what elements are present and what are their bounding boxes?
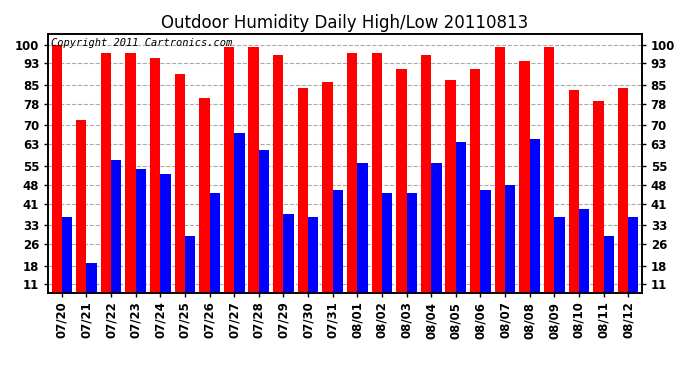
Bar [333, 190, 343, 314]
Bar [446, 80, 456, 314]
Bar [160, 174, 170, 314]
Bar [579, 209, 589, 314]
Bar [224, 47, 234, 314]
Bar [297, 88, 308, 314]
Bar [322, 82, 333, 314]
Bar [234, 134, 244, 314]
Bar [604, 236, 614, 314]
Bar [136, 168, 146, 314]
Bar [248, 47, 259, 314]
Bar [347, 53, 357, 314]
Bar [357, 163, 368, 314]
Bar [52, 45, 62, 314]
Bar [530, 139, 540, 314]
Bar [175, 74, 185, 314]
Bar [199, 99, 210, 314]
Bar [372, 53, 382, 314]
Bar [495, 47, 505, 314]
Bar [273, 56, 284, 314]
Text: Copyright 2011 Cartronics.com: Copyright 2011 Cartronics.com [51, 38, 233, 48]
Bar [470, 69, 480, 314]
Bar [480, 190, 491, 314]
Bar [569, 90, 579, 314]
Bar [150, 58, 160, 314]
Title: Outdoor Humidity Daily High/Low 20110813: Outdoor Humidity Daily High/Low 20110813 [161, 14, 529, 32]
Bar [554, 217, 564, 314]
Bar [396, 69, 406, 314]
Bar [618, 88, 628, 314]
Bar [520, 61, 530, 314]
Bar [86, 263, 97, 314]
Bar [593, 101, 604, 314]
Bar [210, 193, 220, 314]
Bar [101, 53, 111, 314]
Bar [76, 120, 86, 314]
Bar [62, 217, 72, 314]
Bar [505, 185, 515, 314]
Bar [382, 193, 393, 314]
Bar [185, 236, 195, 314]
Bar [421, 56, 431, 314]
Bar [431, 163, 442, 314]
Bar [284, 214, 294, 314]
Bar [126, 53, 136, 314]
Bar [259, 150, 269, 314]
Bar [406, 193, 417, 314]
Bar [628, 217, 638, 314]
Bar [456, 142, 466, 314]
Bar [111, 160, 121, 314]
Bar [544, 47, 554, 314]
Bar [308, 217, 318, 314]
